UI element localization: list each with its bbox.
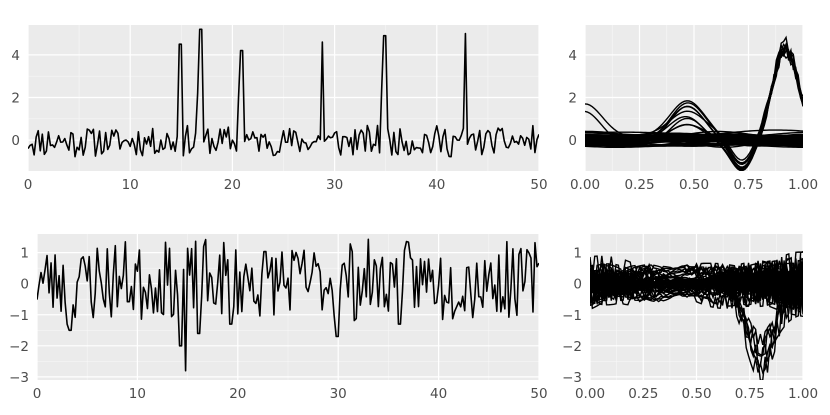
series-curve: [585, 141, 803, 147]
y-tick-label: 1: [20, 246, 29, 262]
y-tick-label: 4: [568, 48, 577, 64]
series-curve: [590, 257, 803, 308]
x-tick-label: 10: [129, 386, 146, 402]
series-curve: [590, 250, 803, 310]
y-tick-label: −3: [9, 370, 29, 386]
series-curve: [590, 266, 803, 297]
series-lines: [590, 250, 803, 380]
series-curve: [590, 259, 803, 300]
x-tick-label: 1.00: [788, 177, 818, 193]
x-tick-label: 0.25: [628, 386, 658, 402]
y-tick-label: −1: [9, 308, 29, 324]
series-lines: [585, 35, 803, 171]
x-tick-label: 40: [428, 177, 445, 193]
y-tick-label: 2: [568, 90, 577, 106]
y-tick-label: 1: [573, 246, 582, 262]
x-tick-label: 20: [224, 177, 241, 193]
y-tick-label: −2: [9, 339, 29, 355]
y-tick-label: −1: [562, 308, 582, 324]
x-tick-label: 20: [229, 386, 246, 402]
series-curve: [585, 143, 803, 148]
y-tick-label: 0: [11, 133, 20, 149]
x-tick-label: 30: [326, 177, 343, 193]
x-tick-label: 0.75: [735, 386, 765, 402]
y-tick-label: 0: [573, 277, 582, 293]
panel-top-right: 0.00 0.25 0.50 0.75 1.00 0 2 4: [568, 25, 818, 193]
x-tick-label: 50: [530, 177, 547, 193]
x-tick-label: 0.25: [624, 177, 654, 193]
series-lines: [28, 28, 539, 158]
y-tick-label: −3: [562, 370, 582, 386]
y-tick-label: −2: [562, 339, 582, 355]
series-lines: [37, 238, 539, 372]
x-tick-label: 0.75: [733, 177, 763, 193]
x-tick-label: 0.00: [570, 177, 600, 193]
x-tick-label: 1.00: [788, 386, 818, 402]
series-curve: [585, 139, 803, 145]
x-tick-label: 40: [430, 386, 447, 402]
y-tick-label: 2: [11, 90, 20, 106]
panel-bottom-left: 0 10 20 30 40 50 −3 −2 −1 0 1: [9, 234, 548, 402]
x-tick-label: 0: [33, 386, 42, 402]
x-tick-label: 0.50: [681, 386, 711, 402]
series-curve: [590, 269, 803, 296]
x-tick-label: 0.00: [575, 386, 605, 402]
y-tick-label: 0: [20, 277, 29, 293]
y-tick-label: 4: [11, 48, 20, 64]
x-tick-label: 50: [530, 386, 547, 402]
x-tick-label: 0.50: [679, 177, 709, 193]
panel-bottom-right: 0.00 0.25 0.50 0.75 1.00 −3 −2 −1 0 1: [562, 234, 818, 402]
series-line: [37, 238, 539, 372]
x-tick-label: 10: [122, 177, 139, 193]
panel-top-left: 0 10 20 30 40 50 0 2 4: [11, 25, 548, 193]
series-line: [28, 28, 539, 158]
x-tick-label: 0: [24, 177, 33, 193]
x-tick-label: 30: [330, 386, 347, 402]
y-tick-label: 0: [568, 133, 577, 149]
